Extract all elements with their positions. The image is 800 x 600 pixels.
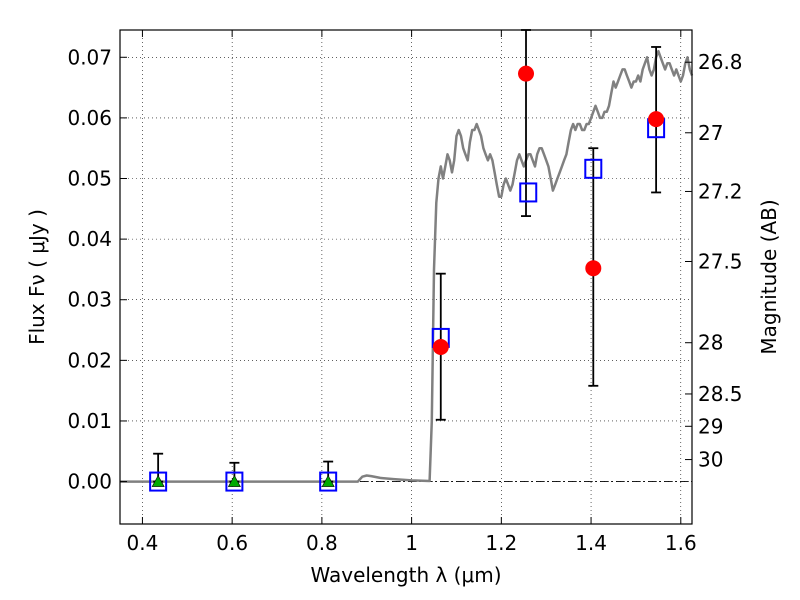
right-tick-label: 26.8 [698, 50, 743, 74]
model-square-marker [225, 471, 244, 492]
x-axis-title: Wavelength λ (μm) [310, 563, 501, 587]
x-tick-label: 0.6 [216, 531, 248, 555]
model-square-marker [584, 158, 603, 179]
x-tick-label: 0.4 [127, 531, 159, 555]
y-tick-label: 0.05 [67, 167, 112, 191]
y-tick-label: 0.02 [67, 348, 112, 372]
upper-limit-triangle-marker [227, 474, 241, 487]
observed-circle-marker [518, 65, 535, 82]
observed-circle-marker [585, 260, 602, 277]
right-tick-label: 28.5 [698, 382, 743, 406]
right-tick-label: 27.2 [698, 179, 743, 203]
x-tick-label: 1 [405, 531, 418, 555]
y-tick-label: 0.00 [67, 470, 112, 494]
right-tick-label: 29 [698, 414, 723, 438]
right-tick-label: 27.5 [698, 249, 743, 273]
right-tick-label: 30 [698, 448, 723, 472]
y-tick-label: 0.04 [67, 227, 112, 251]
observed-circle-marker [648, 111, 665, 128]
upper-limit-triangle-marker [321, 474, 335, 487]
model-square-marker [519, 182, 538, 203]
x-tick-label: 0.8 [306, 531, 338, 555]
y-tick-label: 0.06 [67, 106, 112, 130]
plot-frame [119, 29, 693, 525]
model-square-marker [319, 471, 338, 492]
y-tick-label: 0.01 [67, 409, 112, 433]
x-tick-label: 1.6 [665, 531, 697, 555]
y-tick-label: 0.07 [67, 45, 112, 69]
error-bars [153, 29, 662, 483]
spectrum-line [120, 49, 694, 483]
axis-ticks: 0.4 0.6 0.8 1 1.2 1.4 1.6 0.00 0.01 0.02 0.03 0.04 0… [67, 30, 743, 555]
x-tick-label: 1.4 [575, 531, 607, 555]
right-tick-label: 27 [698, 121, 723, 145]
observed-circle-marker [432, 339, 449, 356]
y-tick-label: 0.03 [67, 288, 112, 312]
data-markers [149, 65, 666, 492]
upper-limit-triangle-marker [151, 474, 165, 487]
model-square-marker [149, 471, 168, 492]
grid-lines [120, 30, 692, 524]
y-axis-title: Flux Fν ( μJy ) [25, 209, 49, 345]
x-tick-label: 1.2 [485, 531, 517, 555]
right-tick-label: 28 [698, 331, 723, 355]
right-axis-title: Magnitude (AB) [757, 199, 781, 354]
